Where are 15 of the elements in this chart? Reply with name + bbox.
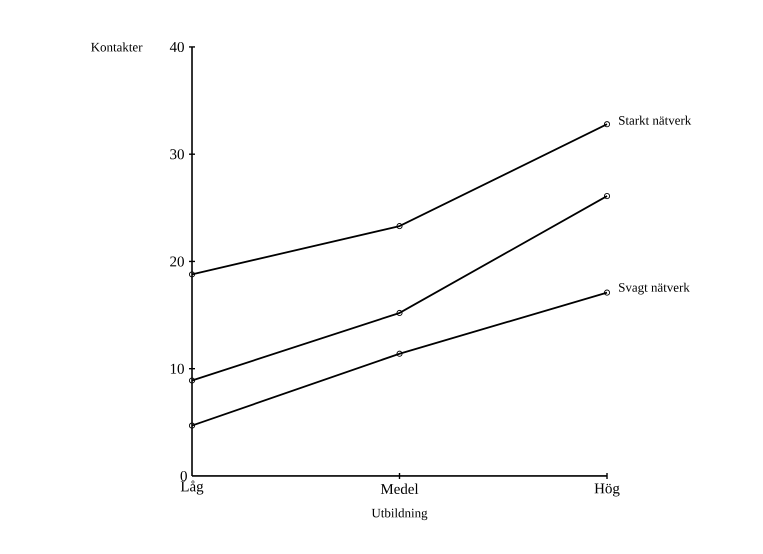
x-tick-label: Medel xyxy=(380,484,418,494)
y-tick-label: 20 xyxy=(170,256,184,267)
x-tick-label: Låg xyxy=(180,480,204,495)
x-tick-label: Hög xyxy=(594,483,620,496)
y-tick-label: 30 xyxy=(170,149,184,160)
point xyxy=(396,310,403,316)
x-axis-title: Utbildning xyxy=(372,508,428,520)
y-tick-label: 0 xyxy=(180,470,187,482)
point xyxy=(396,350,403,357)
series-label: Svagt nätverk xyxy=(619,282,690,294)
y-tick-label: 40 xyxy=(170,42,184,52)
point xyxy=(396,223,403,230)
y-axis-title: Kontakter xyxy=(91,42,142,52)
series-label: Starkt nätverk xyxy=(619,116,692,125)
y-tick-label: 10 xyxy=(170,364,184,374)
